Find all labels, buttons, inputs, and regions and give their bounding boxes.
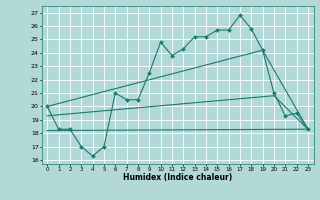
X-axis label: Humidex (Indice chaleur): Humidex (Indice chaleur) — [123, 173, 232, 182]
